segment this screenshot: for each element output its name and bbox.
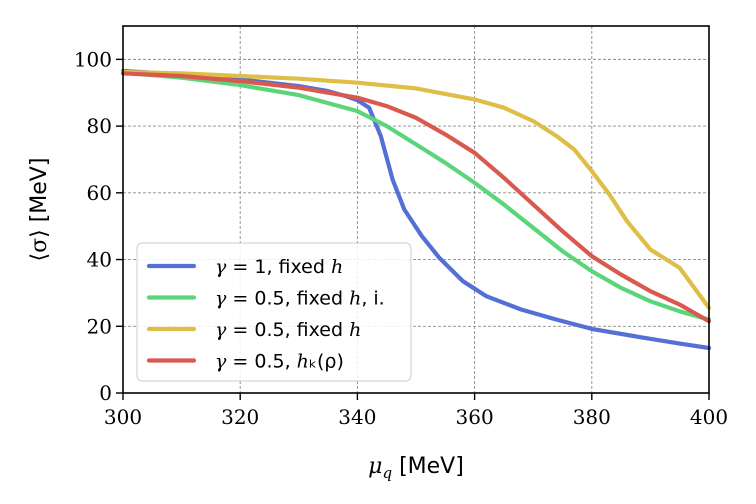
legend-label: γ = 1, fixed h [215, 256, 343, 278]
legend-label-part: ₖ(ρ) [309, 351, 344, 373]
legend-label-part: h [297, 351, 309, 373]
legend-label-part: = 0.5, [226, 319, 296, 341]
y-tick-label: 60 [87, 181, 112, 205]
y-axis-unit: [MeV] [27, 158, 52, 230]
x-axis-unit: [MeV] [392, 454, 464, 479]
legend-label-part: , i. [361, 288, 384, 310]
plot-frame [122, 25, 710, 394]
y-tick-label: 100 [74, 47, 112, 71]
legend-label-part: γ [215, 319, 227, 341]
x-tick-label: 380 [573, 405, 611, 429]
legend-label-part: h [349, 288, 361, 310]
legend-label: γ = 0.5, fixed h, i. [215, 288, 385, 310]
x-tick-label: 400 [690, 405, 728, 429]
legend-label-part: γ [215, 288, 227, 310]
x-tick-label: 300 [104, 405, 142, 429]
legend-label: γ = 0.5, hₖ(ρ) [215, 351, 344, 373]
legend-label-part: h [331, 256, 343, 278]
series-line-3 [120, 69, 712, 310]
ticks [116, 58, 710, 400]
y-axis-symbol: ⟨σ⟩ [27, 229, 52, 261]
y-tick-label: 20 [87, 314, 112, 338]
legend-label-part: = 1, [226, 256, 278, 278]
legend-label-part: = 0.5, [226, 288, 296, 310]
x-axis-label: μq [MeV] [368, 454, 464, 482]
series-line-2 [120, 70, 712, 322]
x-axis-subscript: q [382, 464, 392, 482]
y-tick-label: 40 [87, 248, 112, 272]
legend-label-part: γ [215, 351, 227, 373]
y-tick-label: 80 [87, 114, 112, 138]
x-tick-label: 340 [338, 405, 376, 429]
series-line-4 [120, 71, 712, 324]
legend-label-part: = 0.5, [226, 351, 296, 373]
y-tick-label: 0 [99, 381, 112, 405]
legend: γ = 1, fixed hγ = 0.5, fixed h, i.γ = 0.… [136, 242, 412, 382]
legend-box [136, 242, 412, 382]
tick-labels: 300 320 340 360 380 400 0 20 40 60 80 100 [74, 47, 728, 429]
legend-label: γ = 0.5, fixed h [215, 319, 361, 341]
legend-label-part: fixed [297, 319, 349, 341]
y-axis-label: ⟨σ⟩ [MeV] [27, 158, 52, 262]
x-tick-label: 320 [221, 405, 259, 429]
series-layer [120, 68, 712, 351]
x-tick-label: 360 [456, 405, 494, 429]
legend-label-part: fixed [297, 288, 349, 310]
legend-label-part: γ [215, 256, 227, 278]
x-axis-symbol: μ [368, 454, 382, 479]
legend-label-part: fixed [279, 256, 331, 278]
legend-label-part: h [349, 319, 361, 341]
